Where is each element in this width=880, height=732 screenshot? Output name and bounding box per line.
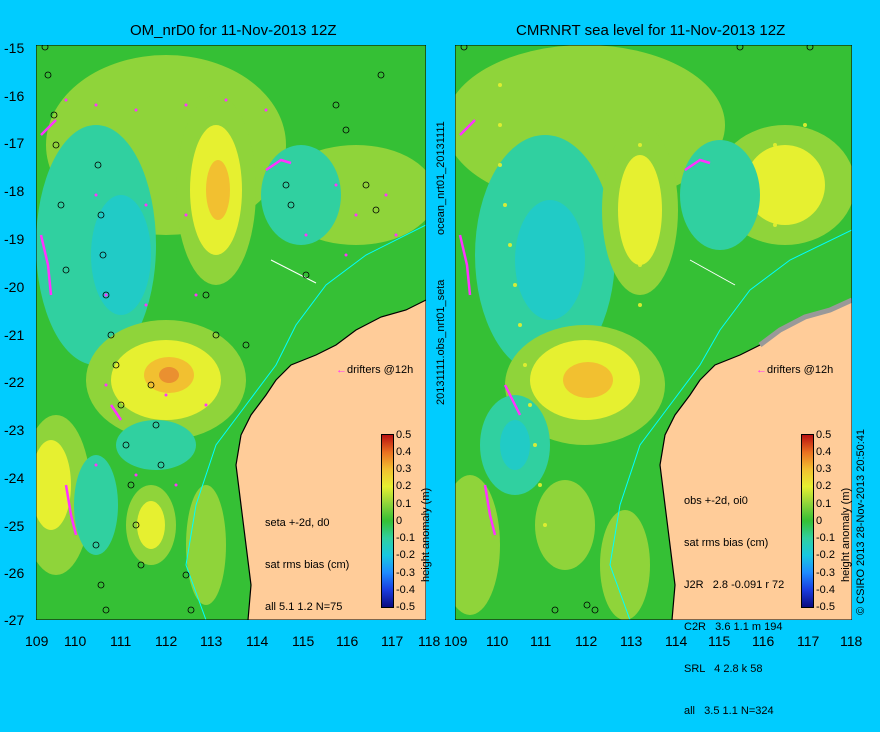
x-tick: 115 xyxy=(708,633,731,649)
left-stats: seta +-2d, d0 sat rms bias (cm) all 5.1 … xyxy=(265,517,350,613)
right-colorbar xyxy=(801,434,814,608)
y-tick: -21 xyxy=(4,327,25,343)
x-tick: 118 xyxy=(840,633,863,649)
right-colorbar-label: height anomaly (m) xyxy=(840,487,852,582)
drifter-arrow-icon: ← xyxy=(756,364,767,376)
x-tick: 110 xyxy=(486,633,509,649)
y-tick: -22 xyxy=(4,374,25,390)
x-tick: 110 xyxy=(64,633,87,649)
left-colorbar-label: height anomaly (m) xyxy=(420,487,432,582)
x-tick: 111 xyxy=(110,633,132,649)
x-tick: 116 xyxy=(752,633,775,649)
x-tick: 114 xyxy=(665,633,688,649)
left-panel-title: OM_nrD0 for 11-Nov-2013 12Z xyxy=(130,22,337,39)
y-tick: -27 xyxy=(4,612,25,628)
x-tick: 113 xyxy=(200,633,223,649)
y-tick: -23 xyxy=(4,422,25,438)
ocean-run-label: ocean_nrt01_20131111 xyxy=(435,121,447,235)
land-mass xyxy=(236,300,426,620)
x-tick: 111 xyxy=(530,633,552,649)
x-tick: 117 xyxy=(797,633,820,649)
x-tick: 118 xyxy=(418,633,441,649)
y-tick: -24 xyxy=(4,470,25,486)
x-tick: 112 xyxy=(575,633,598,649)
y-tick: -20 xyxy=(4,279,25,295)
y-tick: -25 xyxy=(4,518,25,534)
x-tick: 112 xyxy=(155,633,178,649)
y-tick: -18 xyxy=(4,183,25,199)
y-tick: -26 xyxy=(4,565,25,581)
left-drifter-label: ←drifters @12h xyxy=(336,364,414,376)
left-map-panel xyxy=(36,45,426,620)
drifter-arrow-icon: ← xyxy=(336,364,347,376)
x-tick: 113 xyxy=(620,633,643,649)
x-tick: 116 xyxy=(336,633,359,649)
right-stats: obs +-2d, oi0 sat rms bias (cm) J2R 2.8 … xyxy=(684,495,785,717)
x-tick: 109 xyxy=(444,633,468,649)
right-panel-title: CMRNRT sea level for 11-Nov-2013 12Z xyxy=(516,22,786,39)
x-tick: 114 xyxy=(246,633,269,649)
left-colorbar xyxy=(381,434,394,608)
y-tick: -15 xyxy=(4,40,25,56)
y-tick: -16 xyxy=(4,88,25,104)
x-tick: 109 xyxy=(25,633,49,649)
right-drifter-label: ←drifters @12h xyxy=(756,364,834,376)
x-tick: 115 xyxy=(292,633,315,649)
y-tick: -19 xyxy=(4,231,25,247)
x-tick: 117 xyxy=(381,633,404,649)
obs-run-label: 20131111.obs_nrt01_seta xyxy=(435,279,447,405)
y-tick: -17 xyxy=(4,135,25,151)
right-map-panel xyxy=(455,45,852,620)
copyright-label: © CSIRO 2013 28-Nov-2013 20:50:41 xyxy=(855,428,867,615)
